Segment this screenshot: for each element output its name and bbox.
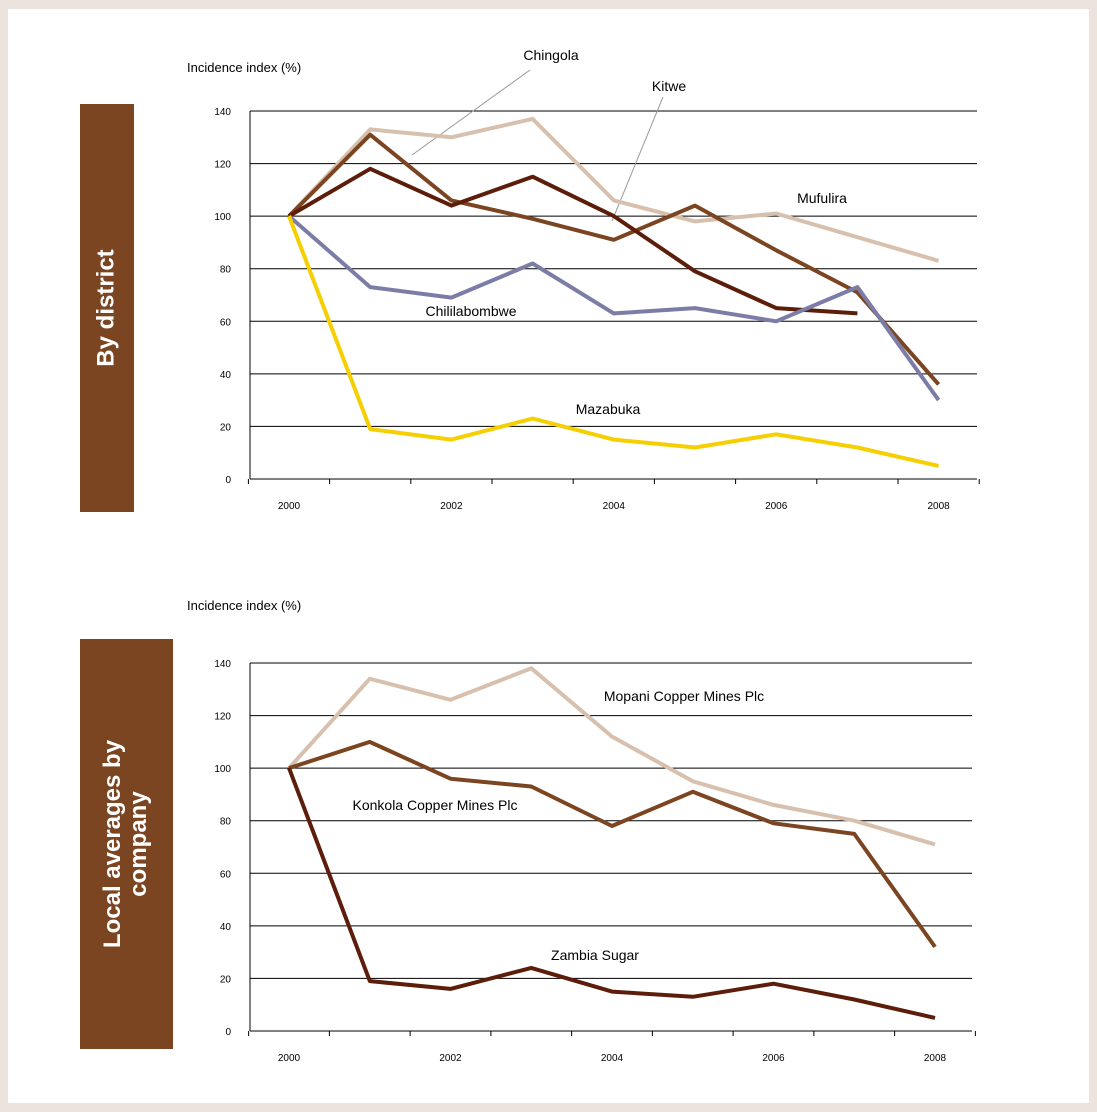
x-tick-label: 2002 xyxy=(440,501,463,512)
chart-2: Incidence index (%) 0 20 40 60 80 100 120 140 200… xyxy=(187,598,976,1064)
series-line-chililabombwe xyxy=(287,214,941,402)
x-tick-label: 2004 xyxy=(601,1053,624,1064)
x-tick-label: 2002 xyxy=(439,1053,462,1064)
chart-1: Incidence index (%) 0 20 40 60 80 100 120 140 200… xyxy=(187,47,980,512)
series-line-zambia-sugar xyxy=(287,767,936,1020)
x-tick-label: 2006 xyxy=(762,1053,785,1064)
y-tick-label: 80 xyxy=(220,817,232,828)
y-tick-label: 120 xyxy=(214,712,231,723)
y-tick-label: 0 xyxy=(225,475,231,486)
y-tick-label: 100 xyxy=(214,212,231,223)
x-tick-label: 2008 xyxy=(924,1053,947,1064)
y-tick-label: 40 xyxy=(220,370,232,381)
x-tick-label: 2000 xyxy=(278,1053,301,1064)
x-tick-label: 2008 xyxy=(927,501,950,512)
x-tick-label: 2004 xyxy=(603,501,626,512)
y-tick-label: 80 xyxy=(220,265,232,276)
series-line-chingola xyxy=(287,116,940,263)
y-tick-label: 60 xyxy=(220,869,232,880)
series-label-mopani-copper-mines-plc: Mopani Copper Mines Plc xyxy=(604,688,764,704)
y-axis-title: Incidence index (%) xyxy=(187,598,301,613)
y-tick-label: 20 xyxy=(220,974,232,985)
by-district-label: By district xyxy=(80,104,134,512)
y-tick-label: 140 xyxy=(214,659,231,670)
y-tick-label: 60 xyxy=(220,317,232,328)
y-tick-label: 120 xyxy=(214,160,231,171)
x-tick-label: 2006 xyxy=(765,501,788,512)
series-label-zambia-sugar: Zambia Sugar xyxy=(551,947,639,963)
by-company-label: Local averages by company xyxy=(80,639,173,1049)
y-tick-label: 140 xyxy=(214,107,231,118)
series-line-konkola-copper-mines-plc xyxy=(288,739,937,949)
series-line-mazabuka xyxy=(287,215,940,468)
series-label-mazabuka: Mazabuka xyxy=(576,401,641,417)
y-tick-label: 20 xyxy=(220,422,232,433)
series-line-mufulira xyxy=(287,132,941,386)
y-tick-label: 0 xyxy=(225,1027,231,1038)
y-tick-label: 40 xyxy=(220,922,232,933)
series-label-konkola-copper-mines-plc: Konkola Copper Mines Plc xyxy=(353,797,518,813)
y-tick-label: 100 xyxy=(214,764,231,775)
series-label-chingola: Chingola xyxy=(523,47,578,63)
y-axis-title: Incidence index (%) xyxy=(187,60,301,75)
series-line-kitwe xyxy=(287,166,858,316)
series-line-mopani-copper-mines-plc xyxy=(287,666,936,847)
x-tick-label: 2000 xyxy=(278,501,301,512)
series-label-chililabombwe: Chililabombwe xyxy=(425,303,516,319)
series-label-kitwe: Kitwe xyxy=(652,78,686,94)
chingola-leader-line xyxy=(411,69,531,156)
figure-panel xyxy=(8,9,1089,1103)
series-label-mufulira: Mufulira xyxy=(797,190,847,206)
